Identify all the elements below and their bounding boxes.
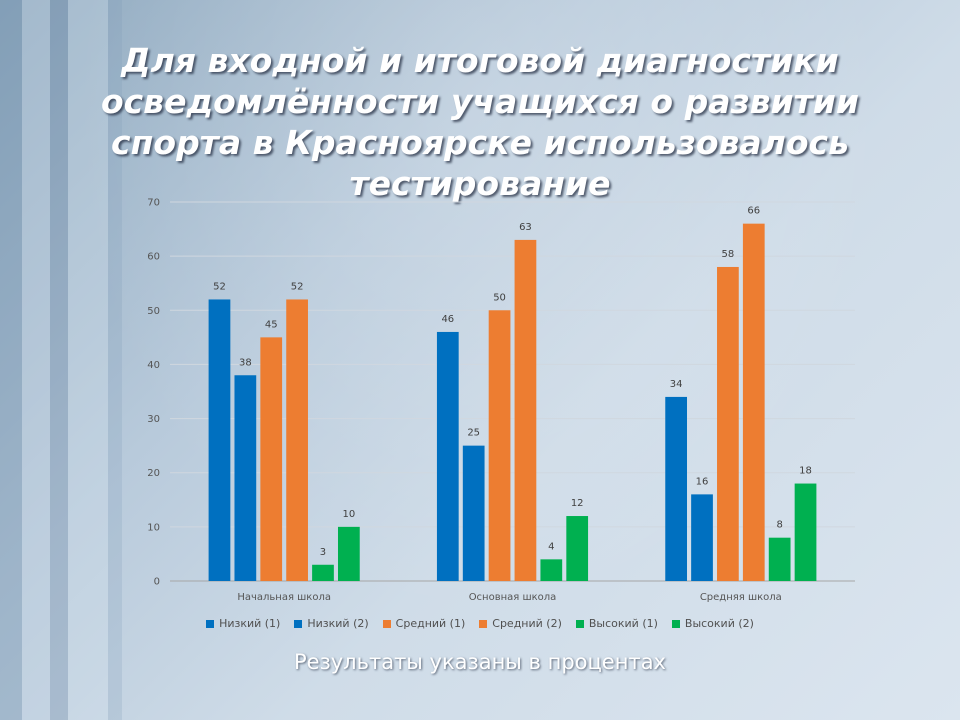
legend-swatch	[294, 619, 303, 628]
legend-swatch	[206, 619, 215, 628]
chart-legend: Низкий (1) Низкий (2) Средний (1) Средний (…	[0, 617, 960, 630]
bar	[234, 375, 257, 581]
data-label: 18	[799, 466, 812, 477]
data-label: 38	[239, 357, 252, 368]
y-tick-label: 40	[147, 360, 160, 371]
bar	[768, 537, 791, 581]
legend-label: Средний (1)	[395, 617, 466, 630]
background-stripe	[22, 0, 50, 720]
bar	[742, 223, 765, 581]
background-stripe	[50, 0, 68, 720]
bar	[691, 494, 713, 581]
category-label: Средняя школа	[700, 592, 782, 603]
data-label: 66	[747, 206, 760, 217]
background-stripe	[0, 0, 22, 720]
y-tick-label: 60	[147, 252, 160, 263]
legend-swatch	[382, 619, 391, 628]
bar	[312, 564, 334, 581]
legend-item: Низкий (2)	[294, 617, 369, 630]
legend-swatch	[479, 619, 488, 628]
data-label: 63	[519, 222, 532, 233]
legend-swatch	[575, 619, 584, 628]
data-label: 3	[320, 547, 326, 558]
data-label: 50	[493, 292, 506, 303]
legend-item: Высокий (1)	[575, 617, 658, 630]
y-tick-label: 20	[147, 468, 160, 479]
data-label: 45	[265, 319, 278, 330]
legend-item: Высокий (2)	[671, 617, 754, 630]
bar	[566, 516, 589, 581]
legend-label: Низкий (2)	[307, 617, 369, 630]
legend-label: Высокий (1)	[588, 617, 658, 630]
bar	[260, 337, 283, 581]
data-label: 52	[291, 281, 304, 292]
slide-title: Для входной и итоговой диагностики освед…	[100, 41, 860, 203]
bar	[514, 239, 537, 581]
data-label: 34	[670, 379, 683, 390]
y-tick-label: 0	[154, 577, 160, 588]
background-stripe	[108, 0, 122, 720]
y-tick-label: 70	[147, 198, 160, 209]
legend-item: Средний (2)	[479, 617, 562, 630]
data-label: 4	[548, 541, 554, 552]
data-label: 25	[467, 428, 480, 439]
data-label: 12	[571, 498, 584, 509]
bar	[436, 331, 459, 581]
data-label: 8	[776, 520, 782, 531]
data-label: 52	[213, 281, 226, 292]
data-label: 46	[441, 314, 454, 325]
y-tick-label: 10	[147, 522, 160, 533]
legend-label: Низкий (1)	[219, 617, 281, 630]
data-label: 58	[722, 249, 735, 260]
legend-label: Средний (2)	[492, 617, 562, 630]
data-label: 16	[696, 476, 709, 487]
category-label: Основная школа	[469, 592, 557, 603]
bar	[208, 299, 231, 581]
bar	[337, 526, 360, 581]
category-label: Начальная школа	[237, 592, 331, 603]
background-stripe	[68, 0, 108, 720]
legend-item: Низкий (1)	[206, 617, 280, 630]
bar	[462, 445, 485, 581]
bar	[717, 266, 739, 581]
bar	[794, 483, 817, 581]
bar	[665, 396, 688, 581]
y-tick-label: 50	[147, 306, 160, 317]
bar	[540, 559, 563, 581]
legend-swatch	[671, 619, 680, 628]
y-tick-label: 30	[147, 414, 160, 425]
data-label: 10	[342, 509, 355, 520]
bar	[286, 299, 308, 581]
legend-item: Средний (1)	[382, 617, 466, 630]
legend-label: Высокий (2)	[684, 617, 754, 630]
bar	[488, 310, 511, 581]
results-note: Результаты указаны в процентах	[293, 650, 666, 674]
